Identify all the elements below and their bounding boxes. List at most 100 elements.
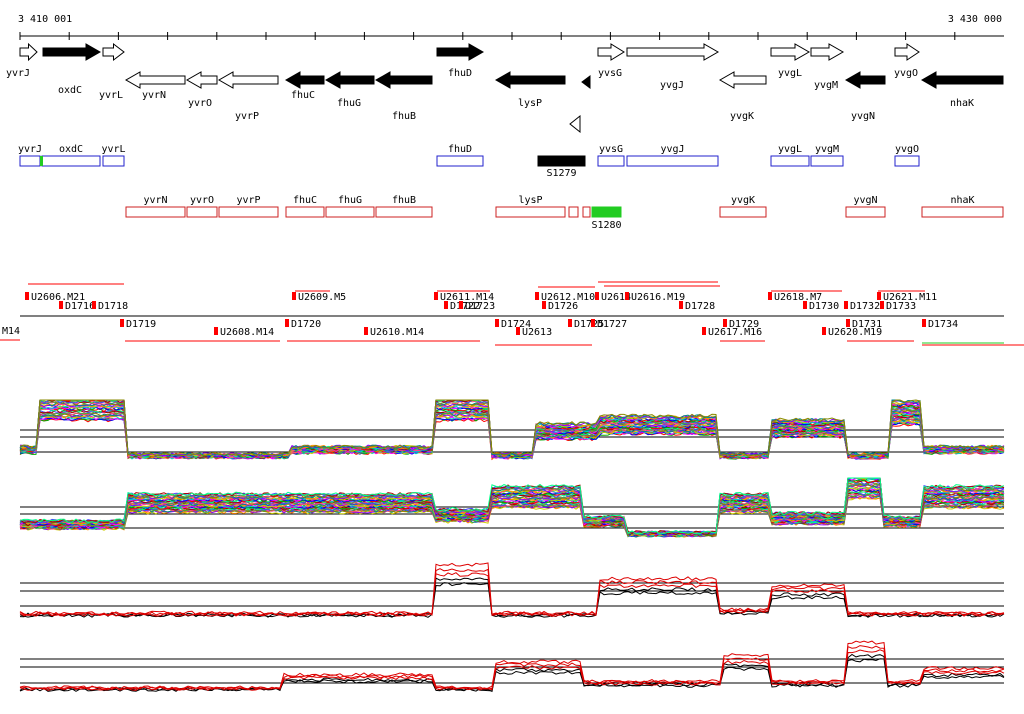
lower-feature-marker — [822, 327, 826, 335]
expression-trace — [19, 399, 1004, 458]
upper-feature-label: D1718 — [98, 301, 128, 312]
plus-feature-label-yvgM: yvgM — [815, 144, 839, 155]
expression-trace — [19, 399, 1005, 458]
upper-feature-label: U2612.M10 — [541, 292, 595, 303]
lower-feature-label: D1720 — [291, 319, 321, 330]
expression-trace — [19, 407, 1005, 459]
upper-feature-label: U2614 — [601, 292, 631, 303]
lower-feature-marker — [516, 327, 520, 335]
gene-arrow-oxdC — [42, 43, 102, 61]
minus-feature-box-S1280 — [591, 206, 622, 218]
gene-label-fhuG: fhuG — [337, 98, 361, 109]
minus-feature-box-nhaK — [921, 206, 1004, 218]
expression-trace — [19, 399, 1005, 458]
gene-label-oxdC: oxdC — [58, 85, 82, 96]
expression-trace — [19, 408, 1005, 459]
expression-trace — [19, 399, 1005, 458]
upper-feature-label: U2606.M21 — [31, 292, 85, 303]
upper-feature-label: U2621.M11 — [883, 292, 937, 303]
lower-feature-marker — [364, 327, 368, 335]
upper-feature-marker — [595, 292, 599, 300]
gene-arrow-lysP — [494, 71, 566, 89]
expression-trace — [19, 399, 1005, 458]
minus-feature-box-fhuC — [285, 206, 325, 218]
expression-trace — [19, 399, 1005, 458]
gene-label-yvrO: yvrO — [188, 98, 212, 109]
lower-feature-marker — [568, 319, 572, 327]
expression-trace — [19, 562, 1005, 616]
plus-strand-track: yvrJ oxdC yvrL fhuD S1279 yvsG yvgJ yvgL yvgM yvg… — [18, 144, 920, 179]
expression-trace — [19, 399, 1005, 457]
upper-feature-marker — [542, 301, 546, 309]
axis-end-label: 3 430 000 — [948, 14, 1002, 25]
lower-feature-label: D1734 — [928, 319, 958, 330]
minus-feature-box-lysP — [495, 206, 566, 218]
upper-feature-marker — [25, 292, 29, 300]
gene-arrow-yvrL — [102, 42, 125, 62]
plus-feature-box-yvrJ — [19, 155, 41, 167]
minus-feature-label-fhuG: fhuG — [338, 195, 362, 206]
gene-arrow-yvgN — [844, 71, 886, 89]
lower-feature-marker — [285, 319, 289, 327]
expression-trace — [19, 399, 1005, 457]
gene-label-yvgJ: yvgJ — [660, 80, 684, 91]
gene-arrows: yvrJ oxdC yvrL yvrN yvrO yvrP fhuC fhuG fhuB fhuD… — [6, 42, 1004, 134]
plus-feature-box-yvgM — [810, 155, 844, 167]
lower-feature-marker — [702, 327, 706, 335]
upper-feature-label: U2616.M19 — [631, 292, 685, 303]
expression-trace — [19, 477, 1005, 535]
plus-feature-label-fhuD: fhuD — [448, 144, 472, 155]
lower-feature-label: U2613 — [522, 327, 552, 338]
expression-trace — [19, 649, 1005, 691]
gene-label-yvgN: yvgN — [851, 111, 875, 122]
gene-label-yvrN: yvrN — [142, 90, 166, 101]
upper-feature-label: D1716 — [65, 301, 95, 312]
gene-label-yvrL: yvrL — [99, 90, 123, 101]
expression-trace — [19, 410, 1005, 459]
upper-feature-label: D1726 — [548, 301, 578, 312]
expression-trace — [19, 477, 1005, 535]
plus-feature-box-yvsG — [597, 155, 625, 167]
upper-feature-label: D1732 — [850, 301, 880, 312]
upper-feature-marker — [679, 301, 683, 309]
upper-feature-marker — [877, 292, 881, 300]
expression-trace — [19, 405, 1005, 459]
upper-feature-marker — [880, 301, 884, 309]
gene-label-nhaK: nhaK — [950, 98, 974, 109]
expression-trace — [19, 399, 1005, 458]
minus-feature-label-yvgK: yvgK — [731, 195, 755, 206]
lower-feature-label: D1724 — [501, 319, 531, 330]
expression-trace — [19, 404, 1005, 459]
small-feature-arrow — [581, 75, 591, 89]
expression-trace — [19, 409, 1005, 459]
expression-panel-1 — [19, 399, 1005, 461]
plus-feature-label-yvgL: yvgL — [778, 144, 802, 155]
minus-feature-box-yvrN — [125, 206, 186, 218]
minus-feature-box-yvrO — [186, 206, 218, 218]
gene-arrow-fhuG — [324, 71, 375, 89]
minus-feature-label-nhaK: nhaK — [950, 195, 974, 206]
expression-trace — [19, 577, 1005, 618]
expression-trace — [19, 407, 1005, 459]
plus-feature-label-yvgJ: yvgJ — [660, 144, 684, 155]
expression-panel-4 — [19, 640, 1005, 693]
minus-feature-box-yvgN — [845, 206, 886, 218]
gene-label-yvgL: yvgL — [778, 68, 802, 79]
minus-feature-box-yvgK — [719, 206, 767, 218]
upper-feature-marker — [434, 292, 438, 300]
expression-trace — [19, 406, 1005, 459]
axis-start-label: 3 410 001 — [18, 14, 72, 25]
upper-feature-label: U2611.M14 — [440, 292, 494, 303]
expression-panel-2 — [19, 477, 1005, 538]
gene-arrow-yvgO — [894, 43, 920, 61]
gene-label-yvsG: yvsG — [598, 68, 622, 79]
expression-trace — [19, 399, 1005, 458]
axis-ticks — [19, 32, 956, 40]
coordinate-axis: 3 410 001 3 430 000 — [18, 14, 1004, 40]
lower-feature-marker — [846, 319, 850, 327]
lower-feature-marker — [495, 319, 499, 327]
upper-feature-marker — [625, 292, 629, 300]
gene-label-fhuC: fhuC — [291, 90, 315, 101]
